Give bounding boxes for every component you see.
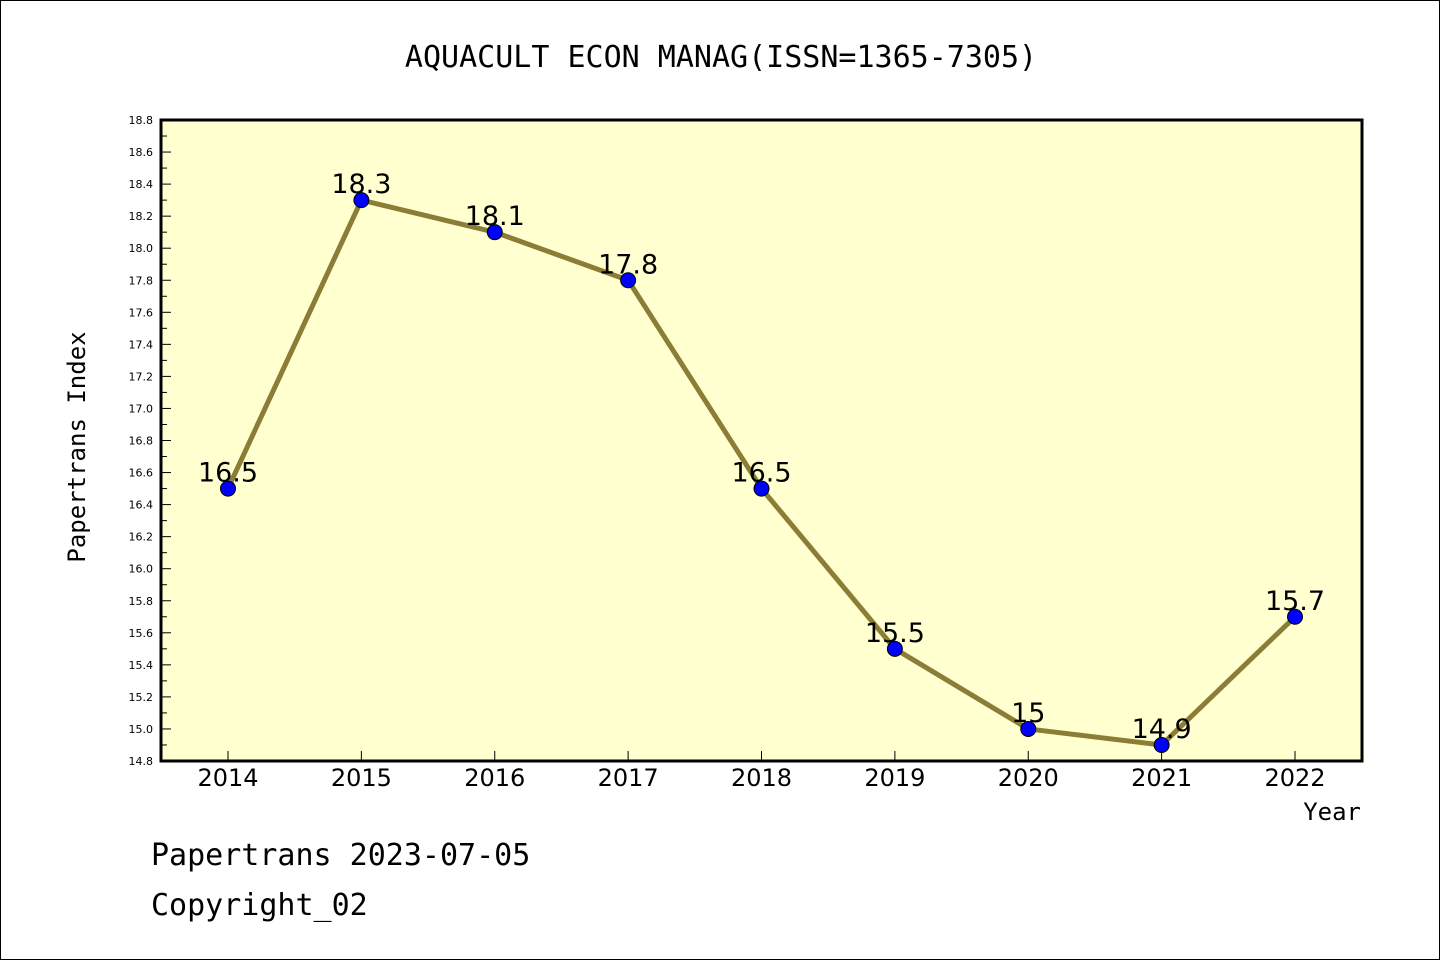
data-point — [1020, 720, 1037, 737]
y-tick-label: 18.6 — [129, 146, 154, 159]
data-point — [753, 480, 770, 497]
y-tick-label: 17.4 — [129, 338, 154, 351]
x-tick-label: 2022 — [1264, 764, 1325, 792]
data-label: 16.5 — [731, 458, 791, 489]
data-label: 15 — [1011, 698, 1045, 729]
chart-title: AQUACULT ECON MANAG(ISSN=1365-7305) — [405, 40, 1037, 75]
data-markers — [220, 192, 1303, 753]
y-axis: 14.8 15.0 15.2 15.4 15.6 15.8 16.0 16.2 16.4 16.6… — [129, 114, 171, 768]
x-tick-label: 2020 — [998, 764, 1059, 792]
y-tick-label: 17.0 — [129, 402, 154, 415]
data-label: 15.5 — [865, 618, 925, 649]
y-tick-label: 18.8 — [129, 114, 154, 127]
y-axis-label: Papertrans Index — [63, 331, 91, 562]
data-label: 18.1 — [465, 201, 525, 232]
x-tick-label: 2015 — [331, 764, 392, 792]
y-tick-label: 18.4 — [129, 178, 154, 191]
y-tick-label: 17.2 — [129, 370, 154, 383]
data-point — [220, 480, 236, 497]
y-tick-label: 15.6 — [129, 627, 154, 640]
y-tick-label: 17.6 — [129, 306, 154, 319]
data-label: 18.3 — [331, 169, 391, 200]
x-tick-label: 2017 — [598, 764, 659, 792]
data-labels: 16.5 18.3 18.1 17.8 16.5 15.5 15 14.9 15.7 — [198, 169, 1325, 745]
x-tick-label: 2014 — [197, 764, 258, 792]
footer-copyright: Copyright_02 — [151, 888, 368, 923]
x-tick-label: 2019 — [864, 764, 925, 792]
data-point — [1153, 736, 1170, 753]
data-label: 16.5 — [198, 458, 258, 489]
y-tick-label: 14.8 — [129, 755, 154, 768]
data-point — [620, 272, 637, 289]
plot-area — [159, 118, 1364, 763]
footer-date: Papertrans 2023-07-05 — [151, 838, 530, 873]
data-point — [1287, 608, 1303, 625]
y-tick-label: 15.0 — [129, 723, 154, 736]
data-label: 17.8 — [598, 249, 658, 280]
y-tick-label: 17.8 — [129, 274, 154, 287]
y-tick-label: 18.0 — [129, 242, 154, 255]
y-tick-label: 15.8 — [129, 595, 154, 608]
y-tick-label: 15.4 — [129, 659, 154, 672]
data-point — [353, 192, 370, 209]
y-tick-label: 16.2 — [129, 531, 154, 544]
x-tick-label: 2016 — [464, 764, 525, 792]
y-tick-label: 16.8 — [129, 435, 154, 448]
y-tick-label: 15.2 — [129, 691, 154, 704]
y-tick-label: 18.2 — [129, 210, 154, 223]
y-tick-label: 16.6 — [129, 467, 154, 480]
data-label: 15.7 — [1265, 586, 1325, 617]
data-point — [886, 640, 903, 657]
data-label: 14.9 — [1132, 714, 1192, 745]
x-tick-label: 2021 — [1131, 764, 1192, 792]
x-axis-label: Year — [1303, 798, 1361, 826]
y-tick-label: 16.4 — [129, 499, 154, 512]
x-axis: 2014 2015 2016 2017 2018 2019 2020 2021 2022 — [197, 751, 1326, 792]
y-tick-label: 16.0 — [129, 563, 154, 576]
x-tick-label: 2018 — [731, 764, 792, 792]
data-point — [486, 224, 503, 241]
